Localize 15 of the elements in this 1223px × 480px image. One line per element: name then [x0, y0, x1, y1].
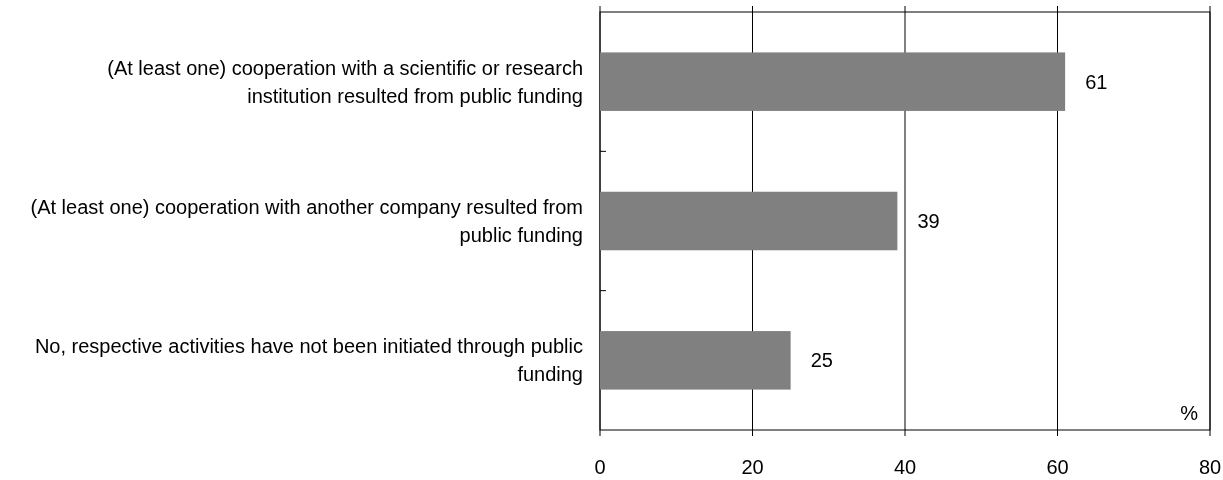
x-tick-label: 40	[893, 456, 917, 478]
bar	[600, 52, 1066, 111]
x-tick-label: 0	[594, 456, 606, 478]
data-label: 61	[1085, 70, 1108, 93]
x-axis-title: %	[1180, 402, 1199, 424]
data-label: 25	[810, 349, 833, 372]
x-tick-label: 60	[1046, 456, 1069, 478]
y-tick-label: No, respective activities have not been initiated through public funding	[34, 335, 583, 386]
y-tick-label: (At least one) cooperation with another company resulted from public funding	[30, 196, 583, 246]
y-tick-label: (At least one) cooperation with a scientific or research institution resulted from public funding	[107, 56, 583, 107]
x-tick-label: 80	[1198, 456, 1222, 478]
bar	[600, 331, 791, 390]
x-tick-label: 20	[741, 456, 764, 478]
data-label: 39	[917, 210, 940, 232]
bar	[600, 191, 898, 251]
